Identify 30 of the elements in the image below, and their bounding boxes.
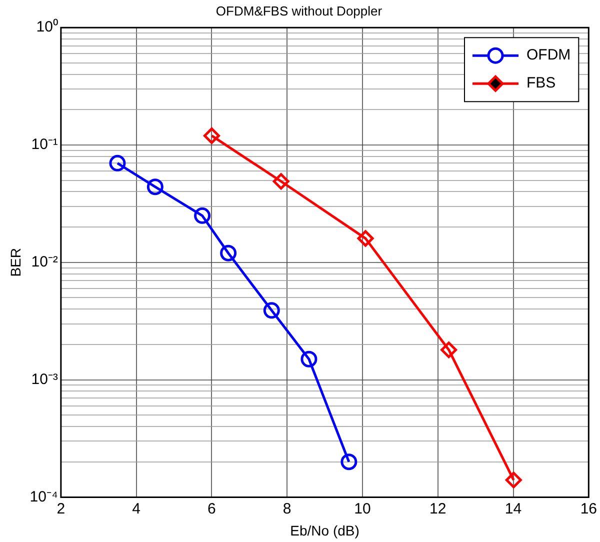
y-axis-title: BER (7, 248, 24, 277)
y-tick-label: 10⁻³ (31, 370, 58, 388)
point (505, 472, 522, 488)
y-tick-label: 10⁻⁴ (30, 488, 58, 506)
x-tick-label: 12 (430, 500, 446, 518)
point (263, 302, 280, 319)
y-tick-label: 10⁰ (36, 18, 58, 36)
point (300, 350, 318, 368)
legend-label: FBS (526, 74, 556, 92)
x-axis-title: Eb/No (dB) (290, 522, 360, 538)
point (194, 207, 211, 224)
point (357, 230, 374, 247)
x-tick-label: 16 (580, 500, 597, 518)
point (340, 454, 358, 470)
x-tick-label: 4 (132, 500, 140, 518)
point (109, 154, 126, 172)
y-tick-label: 10⁻² (31, 254, 58, 271)
point (220, 244, 237, 262)
point (203, 127, 220, 144)
chart-title: OFDM&FBS without Doppler (216, 3, 383, 18)
point (146, 178, 164, 196)
point (272, 173, 290, 190)
y-tick-label: 10⁻¹ (31, 136, 58, 154)
x-tick-label: 2 (56, 500, 66, 518)
point (440, 342, 458, 358)
x-tick-label: 14 (504, 500, 522, 518)
x-tick-label: 10 (354, 500, 371, 518)
x-tick-label: 6 (208, 500, 216, 518)
legend-label: OFDM (526, 46, 571, 64)
x-tick-label: 8 (282, 500, 292, 518)
